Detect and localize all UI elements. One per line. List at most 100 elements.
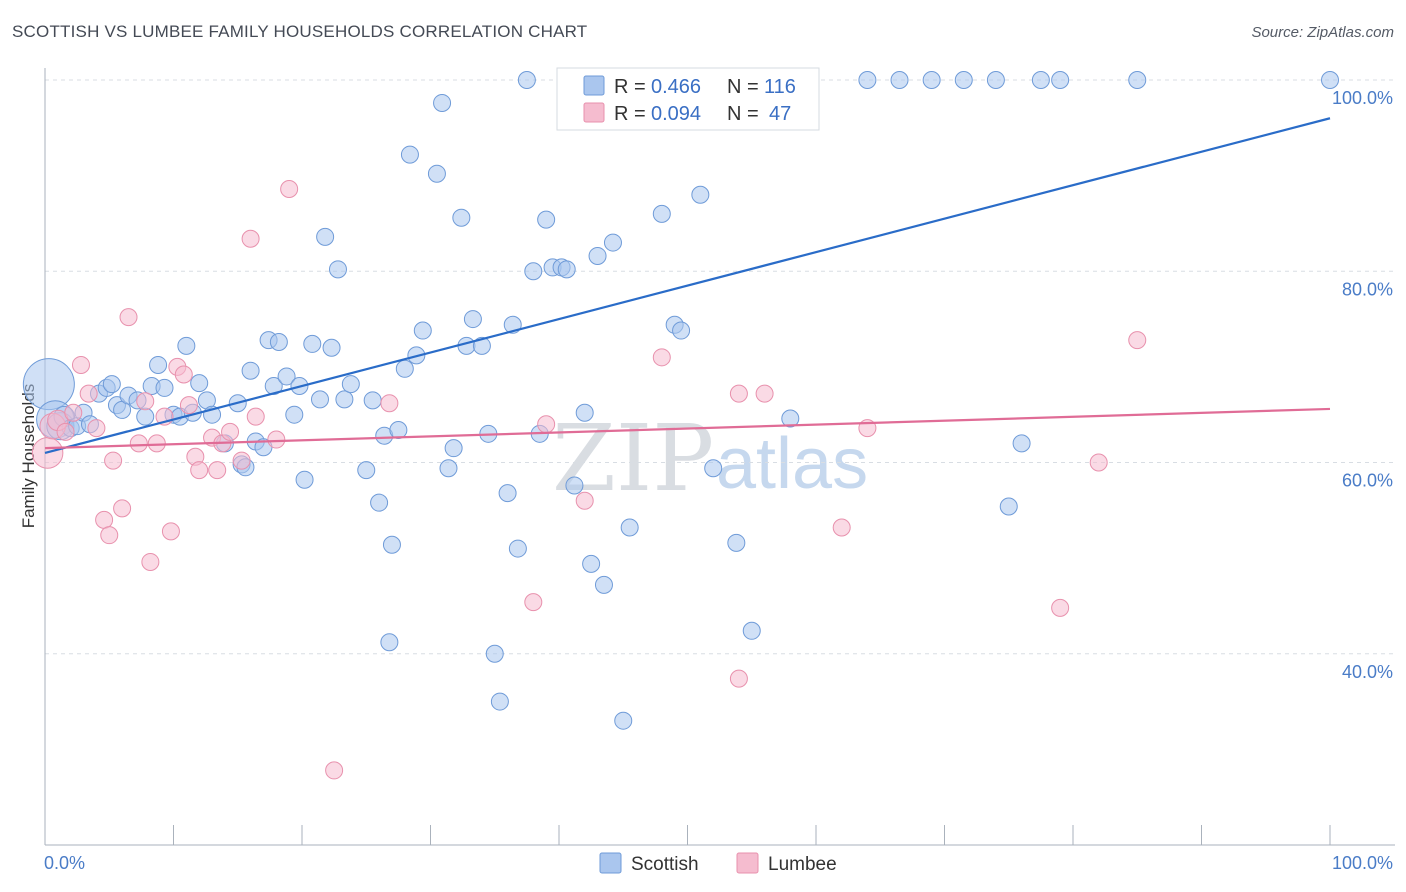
- lumbee-point: [755, 384, 774, 403]
- scottish-trend-line: [44, 117, 1331, 455]
- y-tick-label: 40.0%: [1342, 662, 1393, 682]
- scottish-point: [594, 575, 613, 594]
- scottish-point: [177, 336, 196, 355]
- scottish-point: [498, 484, 517, 503]
- lumbee-point: [246, 407, 265, 426]
- lumbee-point: [141, 552, 160, 571]
- lumbee-point: [232, 451, 251, 470]
- scottish-point: [1051, 71, 1070, 89]
- y-tick-label: 60.0%: [1342, 471, 1393, 491]
- scottish-point: [691, 185, 710, 204]
- scottish-point: [704, 459, 723, 478]
- scottish-point: [472, 336, 491, 355]
- scottish-point: [565, 476, 584, 495]
- scottish-point: [858, 71, 877, 89]
- scottish-point: [370, 493, 389, 512]
- legend-r-label-2: R =: [614, 103, 646, 125]
- scottish-point: [389, 420, 408, 439]
- lumbee-point: [174, 365, 193, 384]
- legend-n-label-2: N =: [727, 103, 759, 125]
- lumbee-point: [104, 451, 123, 470]
- scottish-point: [335, 390, 354, 409]
- y-tick-labels: 40.0% 60.0% 80.0% 100.0%: [1332, 88, 1393, 682]
- lumbee-point: [179, 396, 198, 415]
- scottish-point: [603, 233, 622, 252]
- scottish-point: [136, 407, 155, 426]
- legend-r-value-2: 0.094: [651, 103, 701, 125]
- lumbee-point: [100, 526, 119, 545]
- trend-lines: [44, 117, 1331, 455]
- legend-n-label-1: N =: [727, 76, 759, 98]
- legend-swatch-lumbee: [583, 102, 605, 123]
- scottish-point: [380, 633, 399, 652]
- scottish-point: [672, 321, 691, 340]
- lumbee-trend-line: [44, 407, 1331, 450]
- lumbee-point: [208, 461, 227, 480]
- scottish-point: [303, 334, 322, 353]
- lumbee-point: [380, 394, 399, 413]
- scottish-point: [285, 405, 304, 424]
- watermark-zip: ZIP: [552, 405, 714, 512]
- scottish-point: [1031, 71, 1050, 89]
- lumbee-point: [729, 384, 748, 403]
- scottish-point: [395, 359, 414, 378]
- lumbee-point: [129, 434, 148, 453]
- scottish-point: [382, 535, 401, 554]
- y-tick-label: 80.0%: [1342, 279, 1393, 299]
- scottish-point: [508, 539, 527, 558]
- lumbee-point: [136, 392, 155, 411]
- legend-swatch-scottish: [583, 75, 605, 96]
- scottish-point: [614, 711, 633, 730]
- scottish-point: [727, 533, 746, 552]
- scottish-point: [190, 374, 209, 393]
- scottish-point: [781, 409, 800, 428]
- lumbee-point: [64, 403, 83, 422]
- legend-n-value-1: 116: [764, 76, 796, 98]
- scottish-point: [295, 470, 314, 489]
- scottish-point: [588, 246, 607, 265]
- lumbee-point: [1051, 598, 1070, 617]
- watermark: ZIP atlas: [552, 405, 868, 512]
- lumbee-point: [161, 522, 180, 541]
- bottom-legend-swatch-scottish: [599, 852, 622, 874]
- scottish-point: [742, 621, 761, 640]
- scottish-point: [986, 71, 1005, 89]
- scottish-point: [439, 459, 458, 478]
- lumbee-point: [71, 355, 90, 374]
- lumbee-point: [95, 510, 114, 529]
- bottom-legend: Scottish Lumbee: [599, 852, 837, 875]
- lumbee-point: [575, 491, 594, 510]
- scottish-point: [357, 461, 376, 480]
- lumbee-point: [267, 430, 286, 449]
- scottish-point: [524, 262, 543, 281]
- bottom-legend-lumbee: Lumbee: [768, 854, 837, 875]
- legend-r-value-1: 0.466: [651, 76, 701, 98]
- lumbee-point: [1128, 331, 1147, 350]
- lumbee-point: [280, 180, 299, 199]
- scottish-point: [433, 93, 452, 112]
- scottish-point: [264, 377, 283, 395]
- source-label: Source: ZipAtlas.com: [1251, 24, 1394, 41]
- scottish-point: [400, 145, 419, 164]
- scottish-point: [463, 310, 482, 329]
- lumbee-point: [79, 384, 98, 403]
- lumbee-point: [729, 669, 748, 688]
- lumbee-point: [56, 422, 75, 441]
- scottish-point: [310, 390, 329, 409]
- scottish-point: [999, 497, 1018, 516]
- x-tick-label: 0.0%: [44, 853, 85, 873]
- scottish-point: [1128, 71, 1147, 89]
- x-tick-labels: 0.0% 100.0%: [44, 853, 1393, 873]
- lumbee-point: [113, 499, 132, 518]
- scottish-point: [485, 644, 504, 663]
- scottish-point: [490, 692, 509, 711]
- scottish-point: [269, 333, 288, 352]
- series-scottish-points: [22, 71, 1339, 730]
- scottish-point: [890, 71, 909, 89]
- series-lumbee-points: [31, 180, 1147, 780]
- scottish-point: [102, 375, 121, 394]
- legend-r-label-1: R =: [614, 76, 646, 98]
- scottish-point: [341, 375, 360, 394]
- scottish-point: [1012, 434, 1031, 453]
